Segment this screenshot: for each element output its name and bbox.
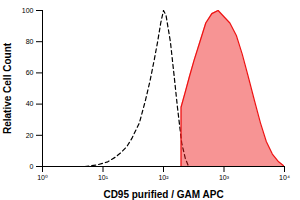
svg-text:Relative Cell Count: Relative Cell Count	[2, 42, 13, 134]
svg-text:10³: 10³	[219, 174, 230, 181]
svg-text:80: 80	[26, 38, 34, 45]
svg-text:10²: 10²	[158, 174, 169, 181]
svg-text:0: 0	[30, 163, 34, 170]
svg-text:100: 100	[22, 7, 34, 14]
svg-text:10¹: 10¹	[98, 174, 109, 181]
svg-text:60: 60	[26, 69, 34, 76]
svg-text:CD95 purified / GAM APC: CD95 purified / GAM APC	[103, 189, 223, 200]
svg-text:10⁴: 10⁴	[279, 174, 290, 181]
svg-text:20: 20	[26, 132, 34, 139]
svg-text:40: 40	[26, 100, 34, 107]
svg-text:10⁰: 10⁰	[37, 174, 48, 181]
